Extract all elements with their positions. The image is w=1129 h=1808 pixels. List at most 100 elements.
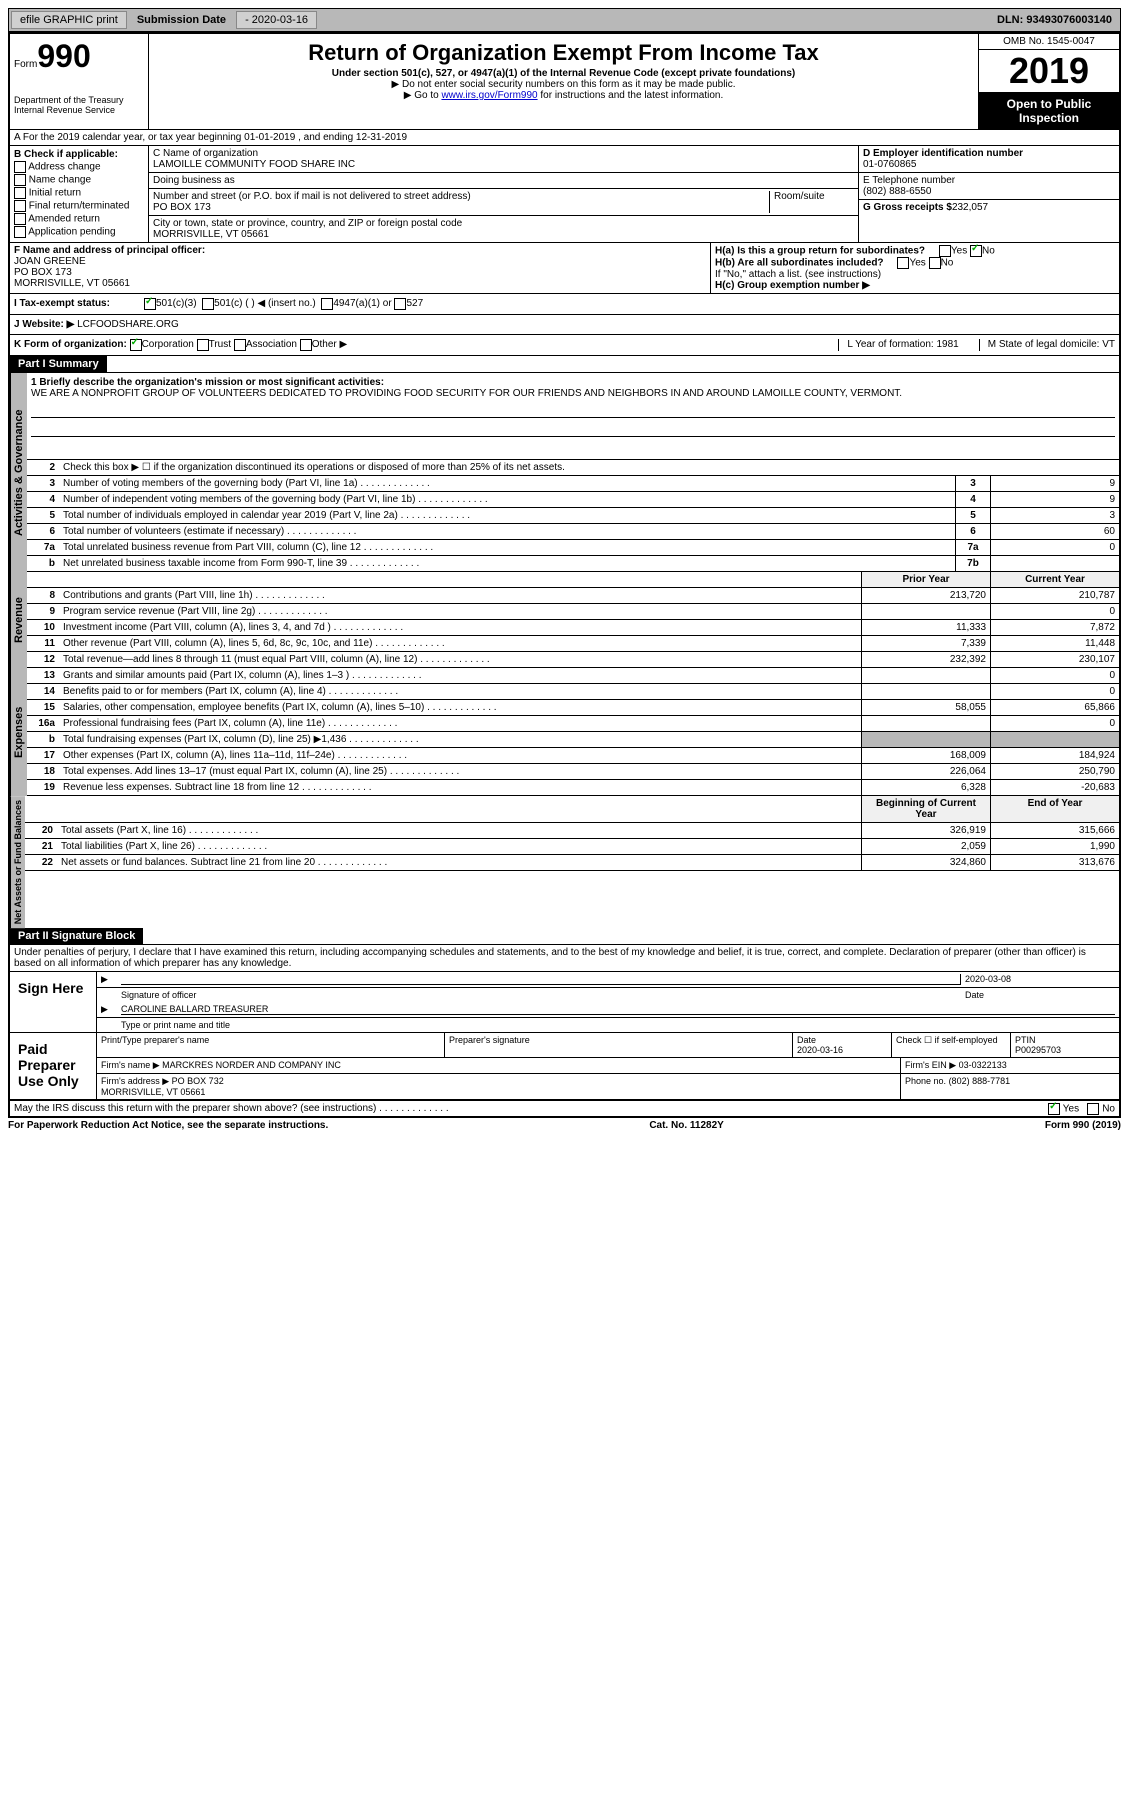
line-num: 6 bbox=[27, 524, 59, 539]
gross-label: G Gross receipts $ bbox=[863, 202, 952, 213]
curr-val: 11,448 bbox=[990, 636, 1119, 651]
line-desc: Total fundraising expenses (Part IX, col… bbox=[59, 732, 861, 747]
curr-val: 0 bbox=[990, 716, 1119, 731]
prior-val bbox=[861, 684, 990, 699]
ha-no[interactable] bbox=[970, 245, 982, 257]
chk-final[interactable] bbox=[14, 200, 26, 212]
line-num: 7a bbox=[27, 540, 59, 555]
declaration: Under penalties of perjury, I declare th… bbox=[10, 945, 1119, 971]
officer-typed: CAROLINE BALLARD TREASURER bbox=[121, 1004, 1115, 1015]
curr-val: 0 bbox=[990, 668, 1119, 683]
efile-button[interactable]: efile GRAPHIC print bbox=[11, 11, 127, 29]
hb-no[interactable] bbox=[929, 257, 941, 269]
city-value: MORRISVILLE, VT 05661 bbox=[153, 229, 854, 240]
lbl-4947: 4947(a)(1) or bbox=[333, 298, 391, 310]
check-self: Check ☐ if self-employed bbox=[892, 1033, 1011, 1057]
vert-governance: Activities & Governance bbox=[10, 373, 27, 572]
chk-pending[interactable] bbox=[14, 226, 26, 238]
curr-val: -20,683 bbox=[990, 780, 1119, 795]
line-desc: Total expenses. Add lines 13–17 (must eq… bbox=[59, 764, 861, 779]
sig-date: 2020-03-08 bbox=[960, 974, 1115, 985]
prior-val: 11,333 bbox=[861, 620, 990, 635]
discuss-yes[interactable] bbox=[1048, 1103, 1060, 1115]
chk-501c[interactable] bbox=[202, 298, 214, 310]
chk-other[interactable] bbox=[300, 339, 312, 351]
begin-year-hdr: Beginning of Current Year bbox=[861, 796, 990, 822]
prior-val: 226,064 bbox=[861, 764, 990, 779]
submission-date: - 2020-03-16 bbox=[236, 11, 317, 29]
prior-year-hdr: Prior Year bbox=[861, 572, 990, 587]
chk-name[interactable] bbox=[14, 174, 26, 186]
line-num: 10 bbox=[27, 620, 59, 635]
discuss-label: May the IRS discuss this return with the… bbox=[14, 1103, 449, 1114]
line2-desc: Check this box ▶ ☐ if the organization d… bbox=[59, 460, 1119, 475]
curr-val: 0 bbox=[990, 604, 1119, 619]
line-box: 5 bbox=[955, 508, 990, 523]
paid-preparer-label: Paid Preparer Use Only bbox=[10, 1033, 97, 1099]
curr-val: 250,790 bbox=[990, 764, 1119, 779]
chk-assoc[interactable] bbox=[234, 339, 246, 351]
firm-ein: 03-0322133 bbox=[959, 1060, 1007, 1070]
chk-initial[interactable] bbox=[14, 187, 26, 199]
form-frame: Form990 Department of the Treasury Inter… bbox=[8, 32, 1121, 1118]
line-desc: Other revenue (Part VIII, column (A), li… bbox=[59, 636, 861, 651]
part1-header: Part I Summary bbox=[10, 356, 107, 372]
line-desc: Net unrelated business taxable income fr… bbox=[59, 556, 955, 571]
prior-val bbox=[861, 732, 990, 747]
state-domicile: M State of legal domicile: VT bbox=[979, 339, 1115, 351]
line-val: 9 bbox=[990, 492, 1119, 507]
vert-net: Net Assets or Fund Balances bbox=[10, 796, 25, 928]
discuss-no-lbl: No bbox=[1102, 1104, 1115, 1115]
hb-yes[interactable] bbox=[897, 257, 909, 269]
irs-link[interactable]: www.irs.gov/Form990 bbox=[441, 90, 537, 101]
form-title: Return of Organization Exempt From Incom… bbox=[153, 40, 974, 66]
line-val: 60 bbox=[990, 524, 1119, 539]
chk-address[interactable] bbox=[14, 161, 26, 173]
line-desc: Total liabilities (Part X, line 26) bbox=[57, 839, 861, 854]
line-desc: Program service revenue (Part VIII, line… bbox=[59, 604, 861, 619]
part2-header: Part II Signature Block bbox=[10, 928, 143, 944]
line-desc: Total assets (Part X, line 16) bbox=[57, 823, 861, 838]
ha-yes[interactable] bbox=[939, 245, 951, 257]
prep-sig-lbl: Preparer's signature bbox=[445, 1033, 793, 1057]
chk-amended[interactable] bbox=[14, 213, 26, 225]
prior-val bbox=[861, 604, 990, 619]
prior-val: 58,055 bbox=[861, 700, 990, 715]
vert-revenue: Revenue bbox=[10, 572, 27, 668]
sig-officer-lbl: Signature of officer bbox=[121, 990, 965, 1000]
curr-val: 1,990 bbox=[990, 839, 1119, 854]
lbl-501c: 501(c) ( ) ◀ (insert no.) bbox=[214, 298, 316, 310]
chk-trust[interactable] bbox=[197, 339, 209, 351]
chk-501c3[interactable] bbox=[144, 298, 156, 310]
line-num: 8 bbox=[27, 588, 59, 603]
line-val: 9 bbox=[990, 476, 1119, 491]
lbl-corp: Corporation bbox=[142, 339, 194, 351]
date-lbl: Date bbox=[965, 990, 1115, 1000]
line-val bbox=[990, 556, 1119, 571]
ptin-lbl: PTIN bbox=[1015, 1035, 1115, 1045]
line-num: 20 bbox=[25, 823, 57, 838]
dln: DLN: 93493076003140 bbox=[991, 12, 1118, 28]
chk-527[interactable] bbox=[394, 298, 406, 310]
website-label: J Website: ▶ bbox=[14, 319, 74, 330]
ein-value: 01-0760865 bbox=[863, 159, 1115, 170]
lbl-amended: Amended return bbox=[28, 214, 100, 225]
line-num: 4 bbox=[27, 492, 59, 507]
ha-no-lbl: No bbox=[982, 246, 995, 257]
discuss-no[interactable] bbox=[1087, 1103, 1099, 1115]
line-num: 11 bbox=[27, 636, 59, 651]
chk-4947[interactable] bbox=[321, 298, 333, 310]
form-prefix: Form bbox=[14, 59, 37, 70]
room-label: Room/suite bbox=[769, 191, 854, 213]
line-desc: Total number of individuals employed in … bbox=[59, 508, 955, 523]
lbl-other: Other ▶ bbox=[312, 339, 347, 351]
footer-right: Form 990 (2019) bbox=[1045, 1120, 1121, 1131]
lbl-501c3: 501(c)(3) bbox=[156, 298, 197, 310]
curr-val: 65,866 bbox=[990, 700, 1119, 715]
row-a-period: A For the 2019 calendar year, or tax yea… bbox=[10, 130, 1119, 146]
line-num: 19 bbox=[27, 780, 59, 795]
chk-corp[interactable] bbox=[130, 339, 142, 351]
form-org-label: K Form of organization: bbox=[14, 339, 127, 351]
irs-label: Internal Revenue Service bbox=[14, 105, 144, 115]
prep-date: 2020-03-16 bbox=[797, 1045, 887, 1055]
